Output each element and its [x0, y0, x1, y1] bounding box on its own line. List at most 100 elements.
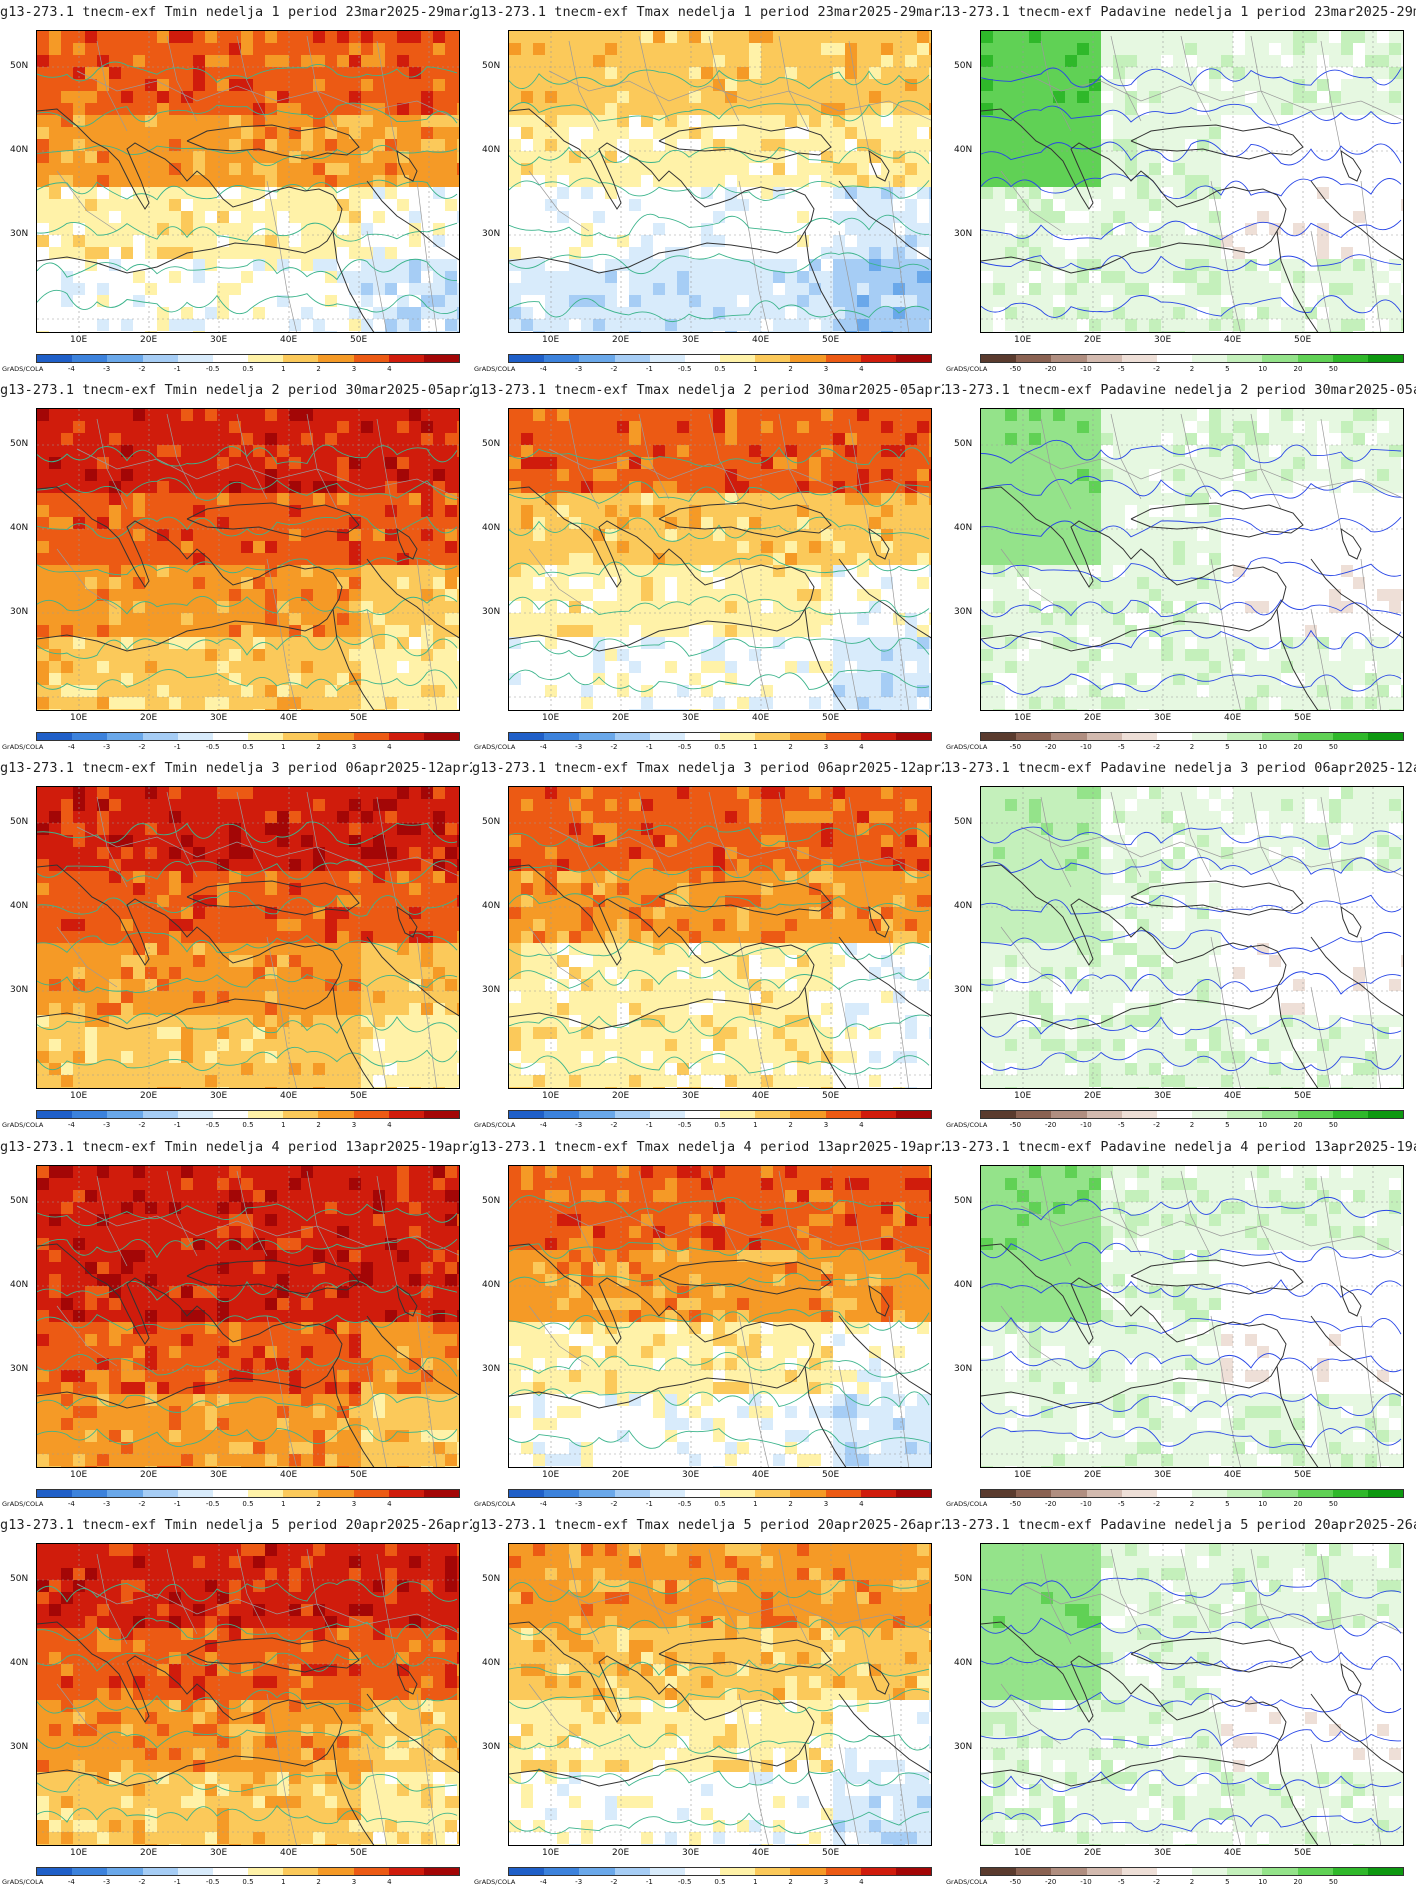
anomaly-cell — [277, 211, 289, 223]
anomaly-cell — [1305, 247, 1317, 259]
anomaly-cell — [241, 445, 253, 457]
anomaly-cell — [397, 55, 409, 67]
anomaly-cell — [581, 307, 593, 319]
anomaly-cell — [981, 151, 993, 163]
lat-tick-label: 50N — [482, 61, 501, 71]
anomaly-cell — [289, 601, 301, 613]
anomaly-cell — [713, 553, 725, 565]
anomaly-cell — [157, 445, 169, 457]
anomaly-cell — [385, 199, 397, 211]
anomaly-cell — [677, 43, 689, 55]
anomaly-cell — [229, 613, 241, 625]
anomaly-cell — [337, 589, 349, 601]
anomaly-cell — [301, 223, 313, 235]
lat-tick-label: 50N — [10, 439, 29, 449]
anomaly-cell — [1053, 271, 1065, 283]
anomaly-cell — [1017, 199, 1029, 211]
anomaly-cell — [1197, 211, 1209, 223]
anomaly-cell — [629, 613, 641, 625]
anomaly-cell — [1365, 271, 1377, 283]
legend-tick-label: 2 — [788, 743, 793, 751]
anomaly-cell — [85, 685, 97, 697]
anomaly-cell — [689, 625, 701, 637]
anomaly-cell — [385, 673, 397, 685]
anomaly-cell — [593, 271, 605, 283]
anomaly-cell — [677, 517, 689, 529]
anomaly-cell — [1401, 211, 1403, 223]
anomaly-cell — [605, 541, 617, 553]
anomaly-cell — [109, 295, 121, 307]
anomaly-cell — [1149, 283, 1161, 295]
anomaly-cell — [349, 79, 361, 91]
anomaly-cell — [277, 319, 289, 331]
anomaly-cell — [109, 283, 121, 295]
anomaly-cell — [1341, 55, 1353, 67]
anomaly-cell — [97, 601, 109, 613]
anomaly-cell — [689, 553, 701, 565]
lon-tick-label: 20E — [612, 335, 630, 345]
anomaly-cell — [1209, 187, 1221, 199]
anomaly-cell — [313, 175, 325, 187]
anomaly-cell — [457, 421, 459, 433]
anomaly-cell — [689, 457, 701, 469]
anomaly-cell — [725, 127, 737, 139]
anomaly-cell — [157, 649, 169, 661]
anomaly-cell — [1173, 259, 1185, 271]
anomaly-cell — [833, 697, 845, 709]
anomaly-cell — [205, 697, 217, 709]
anomaly-cell — [457, 481, 459, 493]
anomaly-cell — [325, 709, 337, 710]
anomaly-cell — [193, 259, 205, 271]
anomaly-cell — [857, 685, 869, 697]
anomaly-cell — [1077, 43, 1089, 55]
anomaly-cell — [49, 211, 61, 223]
anomaly-cell — [893, 553, 905, 565]
anomaly-cell — [217, 211, 229, 223]
anomaly-cell — [133, 565, 145, 577]
anomaly-cell — [1017, 223, 1029, 235]
anomaly-cell — [569, 553, 581, 565]
anomaly-cell — [61, 601, 73, 613]
anomaly-cell — [1317, 283, 1329, 295]
anomaly-cell — [1377, 271, 1389, 283]
anomaly-cell — [409, 673, 421, 685]
anomaly-cell — [1089, 283, 1101, 295]
legend-swatch — [720, 355, 756, 362]
anomaly-cell — [1401, 223, 1403, 235]
anomaly-cell — [689, 115, 701, 127]
anomaly-cell — [509, 433, 521, 445]
anomaly-cell — [1209, 223, 1221, 235]
anomaly-cell — [557, 481, 569, 493]
anomaly-cell — [981, 31, 993, 43]
anomaly-cell — [409, 247, 421, 259]
anomaly-cell — [905, 433, 917, 445]
anomaly-cell — [49, 187, 61, 199]
anomaly-cell — [217, 115, 229, 127]
anomaly-cell — [61, 709, 73, 710]
anomaly-cell — [1317, 115, 1329, 127]
anomaly-cell — [677, 589, 689, 601]
anomaly-cell — [701, 55, 713, 67]
anomaly-cell — [337, 625, 349, 637]
anomaly-cell — [181, 307, 193, 319]
anomaly-cell — [229, 625, 241, 637]
anomaly-cell — [1029, 433, 1041, 445]
anomaly-cell — [457, 649, 459, 661]
anomaly-cell — [533, 445, 545, 457]
anomaly-cell — [421, 115, 433, 127]
anomaly-cell — [109, 697, 121, 709]
anomaly-cell — [97, 709, 109, 710]
anomaly-cell — [557, 517, 569, 529]
anomaly-cell — [869, 271, 881, 283]
anomaly-cell — [1233, 211, 1245, 223]
anomaly-cell — [797, 115, 809, 127]
anomaly-cell — [761, 79, 773, 91]
anomaly-cell — [1293, 163, 1305, 175]
anomaly-cell — [145, 247, 157, 259]
anomaly-cell — [1341, 43, 1353, 55]
anomaly-cell — [1341, 211, 1353, 223]
anomaly-cell — [289, 235, 301, 247]
anomaly-cell — [169, 433, 181, 445]
anomaly-cell — [97, 127, 109, 139]
anomaly-cell — [289, 565, 301, 577]
